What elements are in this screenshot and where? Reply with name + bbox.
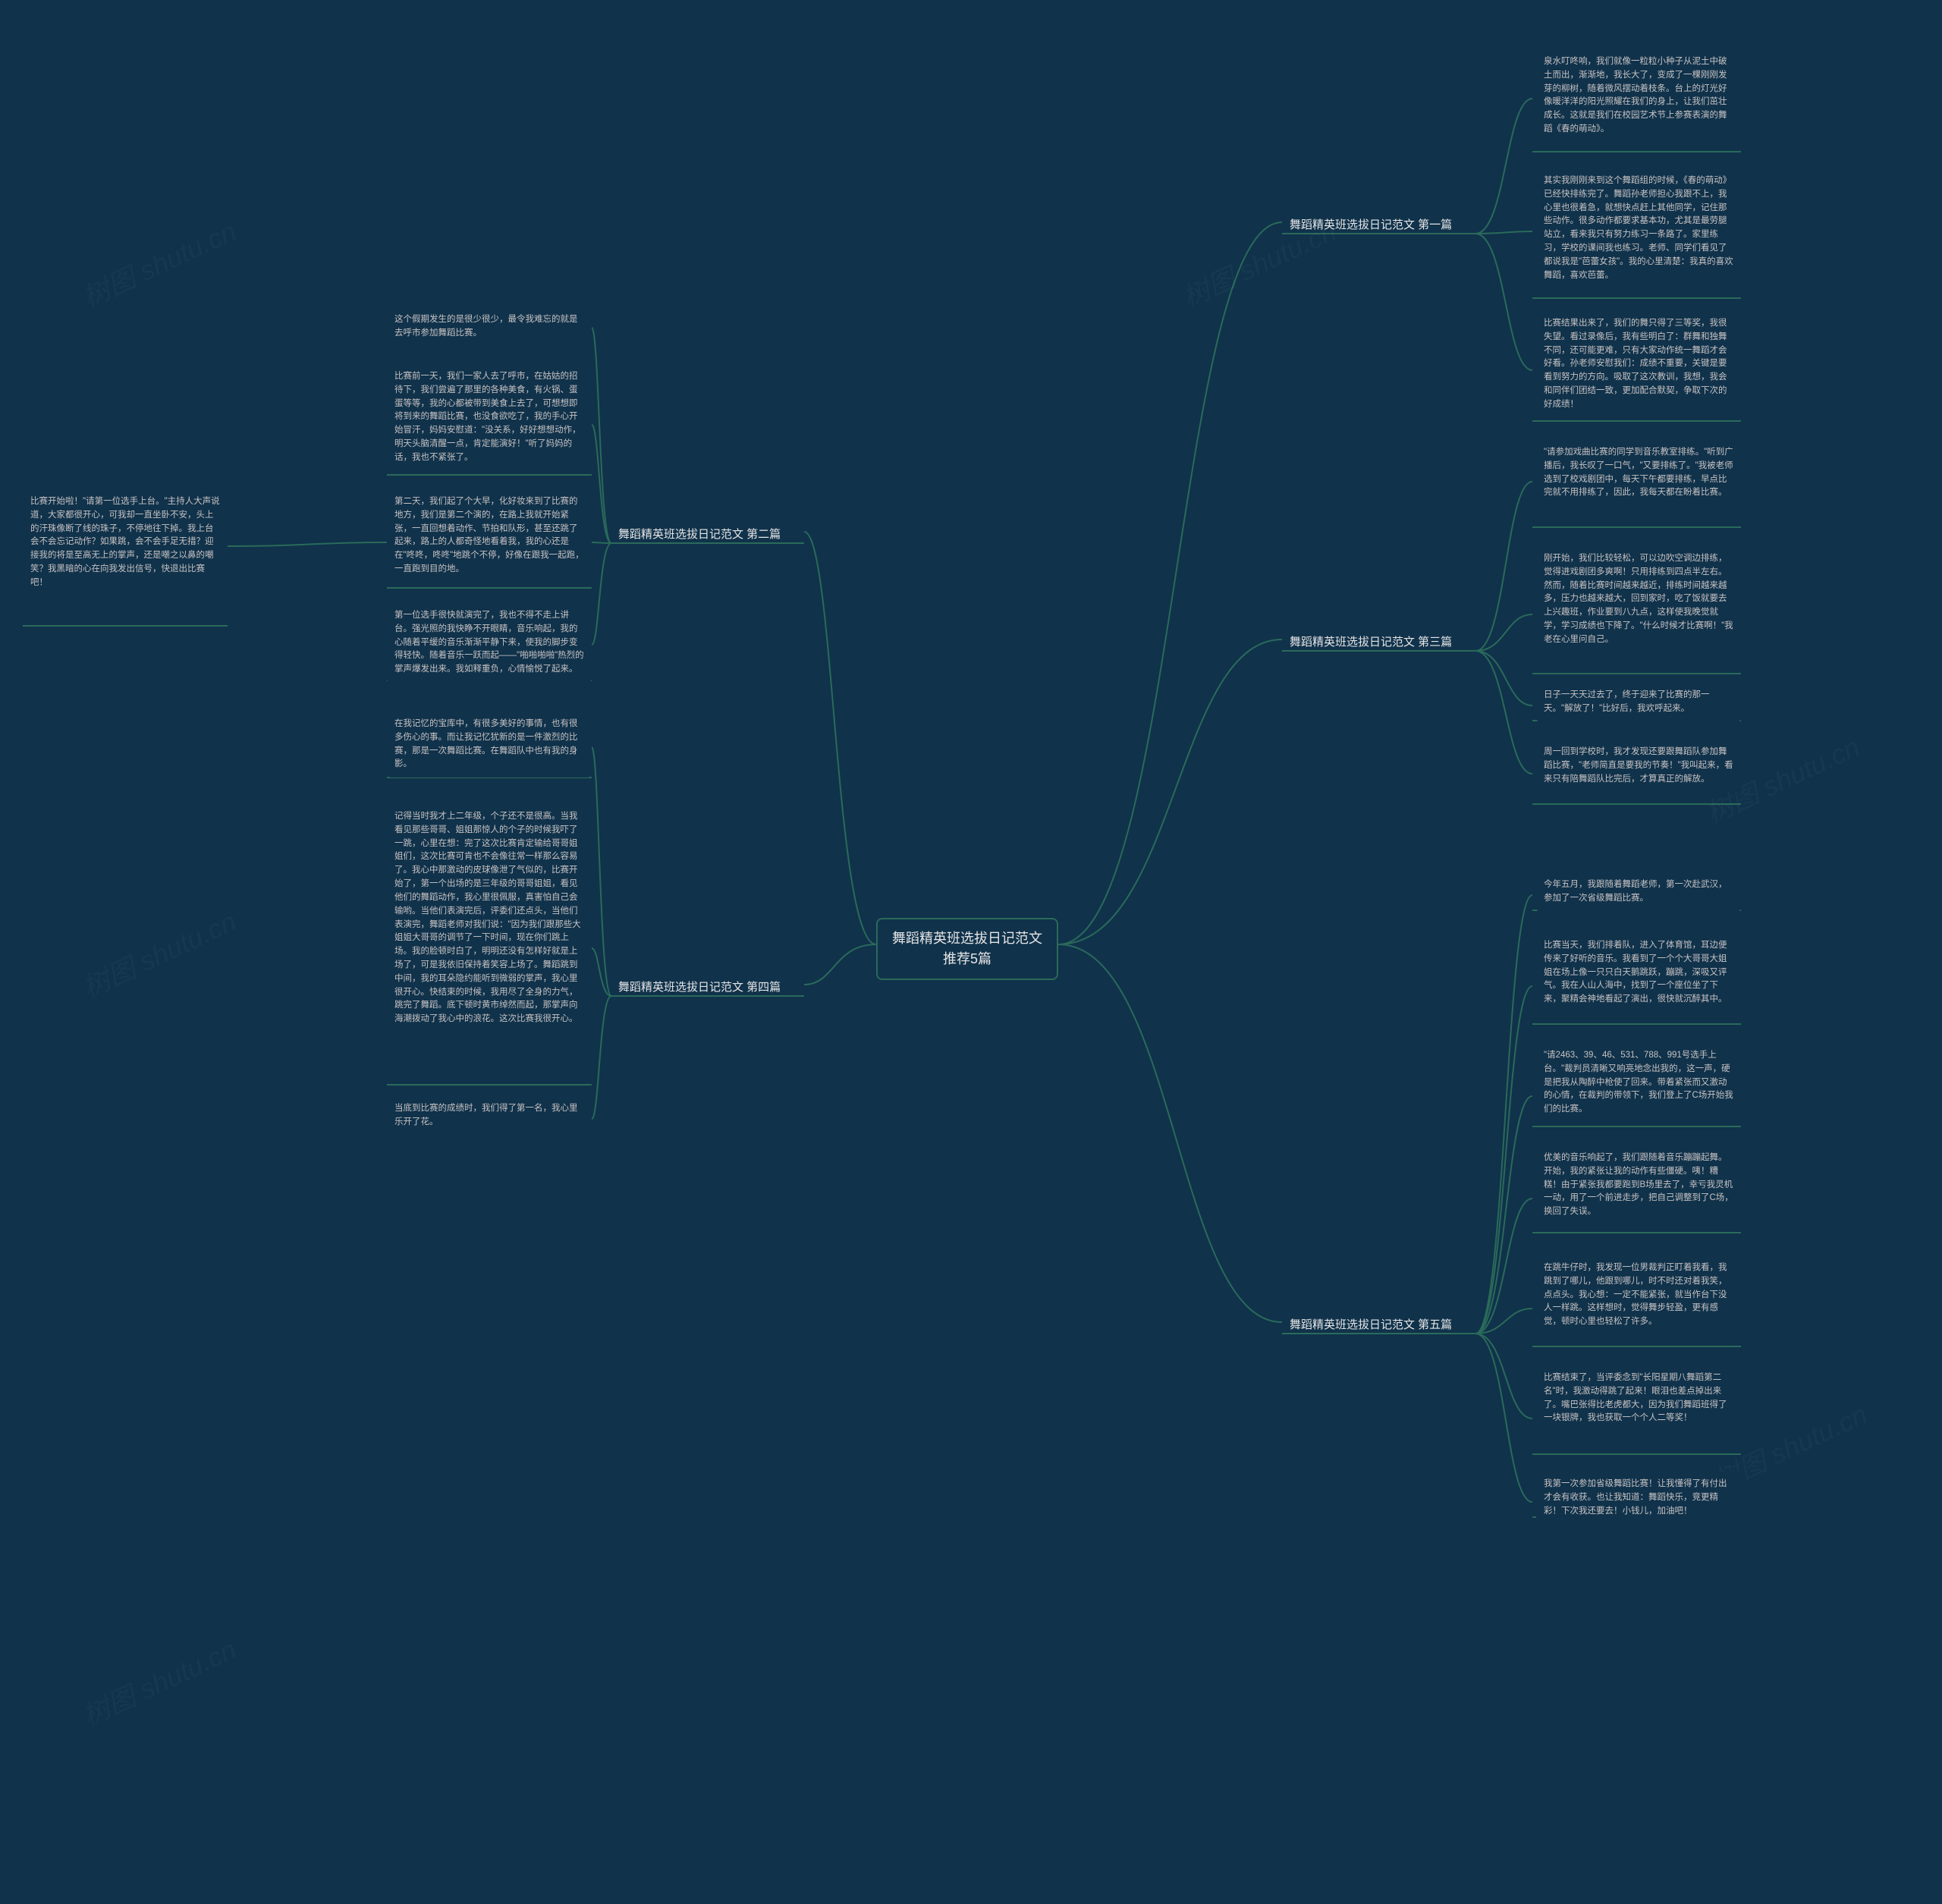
leaf-node[interactable]: 比赛结果出来了，我们的舞只得了三等奖，我很失望。看过录像后，我有些明白了：群舞和…	[1536, 311, 1741, 418]
leaf-node[interactable]: 日子一天天过去了，终于迎来了比赛的那一天。"解放了！"比好后，我欢呼起来。	[1536, 683, 1741, 722]
leaf-node[interactable]: 比赛当天，我们排着队，进入了体育馆，耳边便传来了好听的音乐。我看到了一个个大哥哥…	[1536, 933, 1741, 1013]
leaf-node[interactable]: 当底到比赛的成绩时，我们得了第一名，我心里乐开了花。	[387, 1096, 592, 1136]
leaf-node[interactable]: 比赛开始啦！"请第一位选手上台。"主持人大声说道，大家都很开心，可我却一直坐卧不…	[23, 489, 228, 596]
branch-label-2[interactable]: 舞蹈精英班选拔日记范文 第二篇	[618, 526, 781, 542]
leaf-node[interactable]: "请参加戏曲比赛的同学到音乐教室排练。"听到广播后，我长叹了一口气，"又要排练了…	[1536, 440, 1741, 506]
branch-label-4[interactable]: 舞蹈精英班选拔日记范文 第四篇	[618, 979, 781, 994]
leaf-node[interactable]: 第二天，我们起了个大早，化好妆来到了比赛的地方，我们是第二个演的，在路上我就开始…	[387, 489, 592, 583]
leaf-node[interactable]: "请2463、39、46、531、788、991号选手上台。"裁判员清晰又响亮地…	[1536, 1043, 1741, 1123]
watermark: 树图 shutu.cn	[75, 1628, 242, 1733]
watermark: 树图 shutu.cn	[75, 900, 242, 1005]
leaf-node[interactable]: 在我记忆的宝库中，有很多美好的事情，也有很多伤心的事。而让我记忆犹新的是一件激烈…	[387, 712, 592, 778]
leaf-node[interactable]: 记得当时我才上二年级，个子还不是很高。当我看见那些哥哥、姐姐那惊人的个子的时候我…	[387, 804, 592, 1032]
center-node[interactable]: 舞蹈精英班选拔日记范文推荐5篇	[876, 918, 1058, 980]
leaf-node[interactable]: 比赛结束了，当评委念到"长阳星期八舞蹈第二名"时，我激动得跳了起来！眼泪也差点掉…	[1536, 1365, 1741, 1431]
leaf-node[interactable]: 这个假期发生的是很少很少，最令我难忘的就是去呼市参加舞蹈比赛。	[387, 307, 592, 347]
leaf-node[interactable]: 在跳牛仔时，我发现一位男裁判正盯着我看，我跳到了哪儿，他跟到哪儿，时不时还对着我…	[1536, 1255, 1741, 1335]
leaf-node[interactable]: 比赛前一天，我们一家人去了呼市，在姑姑的招待下，我们尝遍了那里的各种美食，有火锅…	[387, 364, 592, 471]
leaf-node[interactable]: 泉水叮咚响，我们就像一粒粒小种子从泥土中破土而出，渐渐地，我长大了，变成了一棵刚…	[1536, 49, 1741, 143]
leaf-node[interactable]: 第一位选手很快就演完了，我也不得不走上讲台。强光照的我快睁不开眼睛，音乐响起，我…	[387, 603, 592, 683]
branch-label-5[interactable]: 舞蹈精英班选拔日记范文 第五篇	[1290, 1316, 1452, 1332]
leaf-node[interactable]: 周一回到学校时，我才发现还要跟舞蹈队参加舞蹈比赛，"老师简直是要我的节奏！"我叫…	[1536, 740, 1741, 792]
leaf-node[interactable]: 其实我刚刚来到这个舞蹈组的时候，《春的萌动》已经快排练完了。舞蹈孙老师担心我跟不…	[1536, 168, 1741, 289]
branch-label-3[interactable]: 舞蹈精英班选拔日记范文 第三篇	[1290, 633, 1452, 649]
branch-label-1[interactable]: 舞蹈精英班选拔日记范文 第一篇	[1290, 216, 1452, 232]
leaf-node[interactable]: 今年五月，我跟随着舞蹈老师，第一次赴武汉，参加了一次省级舞蹈比赛。	[1536, 872, 1741, 912]
leaf-node[interactable]: 我第一次参加省级舞蹈比赛！让我懂得了有付出才会有收获。也让我知道：舞蹈快乐，竞更…	[1536, 1472, 1741, 1524]
watermark: 树图 shutu.cn	[75, 209, 242, 315]
leaf-node[interactable]: 刚开始，我们比较轻松，可以边吹空调边排练，觉得进戏剧团多爽啊！只用排练到四点半左…	[1536, 546, 1741, 653]
leaf-node[interactable]: 优美的音乐响起了，我们跟随着音乐蹦蹦起舞。开始，我的紧张让我的动作有些僵硬。咦！…	[1536, 1145, 1741, 1225]
